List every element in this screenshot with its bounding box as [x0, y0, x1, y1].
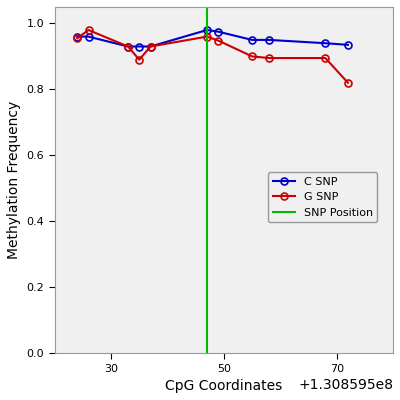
C SNP — [137, 44, 142, 49]
G SNP — [216, 38, 221, 43]
C SNP — [86, 34, 91, 39]
Legend: C SNP, G SNP, SNP Position: C SNP, G SNP, SNP Position — [268, 172, 377, 222]
G SNP — [250, 54, 254, 59]
Line: G SNP: G SNP — [74, 26, 352, 86]
C SNP — [126, 44, 130, 49]
X-axis label: CpG Coordinates: CpG Coordinates — [165, 379, 282, 393]
G SNP — [346, 80, 350, 85]
G SNP — [204, 34, 209, 39]
C SNP — [216, 29, 221, 34]
C SNP — [266, 38, 271, 42]
G SNP — [266, 56, 271, 60]
G SNP — [86, 28, 91, 32]
C SNP — [204, 28, 209, 32]
G SNP — [126, 44, 130, 49]
C SNP — [323, 41, 328, 46]
C SNP — [148, 44, 153, 49]
G SNP — [137, 57, 142, 62]
G SNP — [323, 56, 328, 60]
C SNP — [346, 42, 350, 47]
C SNP — [75, 34, 80, 39]
G SNP — [148, 44, 153, 49]
Line: C SNP: C SNP — [74, 26, 352, 50]
C SNP — [250, 38, 254, 42]
Y-axis label: Methylation Frequency: Methylation Frequency — [7, 101, 21, 259]
G SNP — [75, 36, 80, 41]
